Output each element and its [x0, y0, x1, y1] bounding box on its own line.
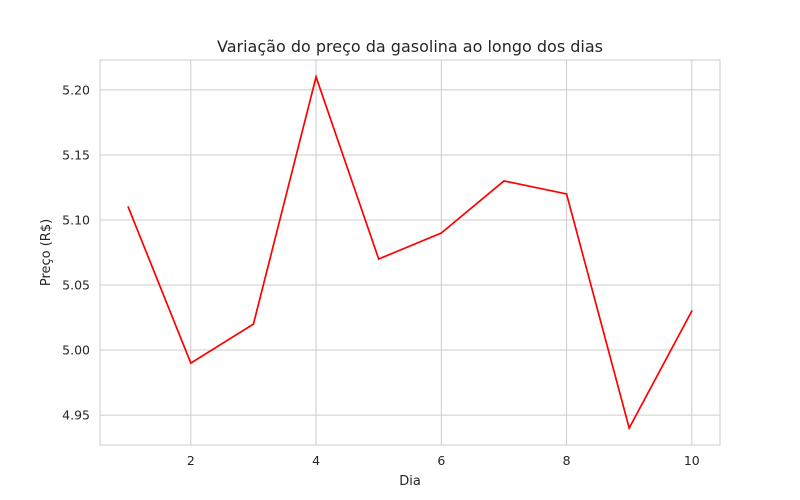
data-point-day-2: [189, 362, 192, 364]
x-tick-label: 6: [437, 453, 445, 468]
y-tick-label: 5.15: [62, 147, 90, 162]
plot-frame: [99, 59, 721, 446]
x-tick-labels: 2 4 6 8 10: [187, 453, 700, 468]
y-tick-label: 5.05: [62, 278, 90, 293]
data-point-day-6: [440, 232, 443, 234]
price-series-line: [127, 73, 693, 431]
x-tick-label: 2: [187, 453, 195, 468]
data-point-day-1: [127, 206, 130, 208]
y-tick-label: 5.00: [62, 343, 90, 358]
data-point-day-3: [252, 323, 255, 325]
y-tick-label: 4.95: [62, 408, 90, 423]
data-point-day-9: [628, 427, 631, 429]
x-tick-label: 4: [312, 453, 320, 468]
y-tick-labels: 4.95 5.00 5.05 5.10 5.15 5.20: [62, 82, 90, 422]
x-gridlines: [190, 60, 693, 445]
data-points: [127, 76, 693, 429]
data-point-day-7: [503, 180, 505, 182]
y-gridlines: [100, 89, 720, 416]
data-point-day-5: [377, 258, 380, 260]
y-tick-label: 5.10: [62, 212, 90, 227]
y-axis-label: Preço (R$): [39, 219, 54, 286]
x-tick-label: 10: [684, 453, 700, 468]
x-tick-label: 8: [563, 453, 571, 468]
x-axis-label: Dia: [399, 474, 421, 489]
data-point-day-10: [690, 310, 693, 312]
y-tick-label: 5.20: [62, 82, 90, 97]
data-point-day-4: [315, 76, 317, 78]
data-point-day-8: [565, 193, 568, 195]
chart-title: Variação do preço da gasolina ao longo d…: [217, 37, 603, 56]
